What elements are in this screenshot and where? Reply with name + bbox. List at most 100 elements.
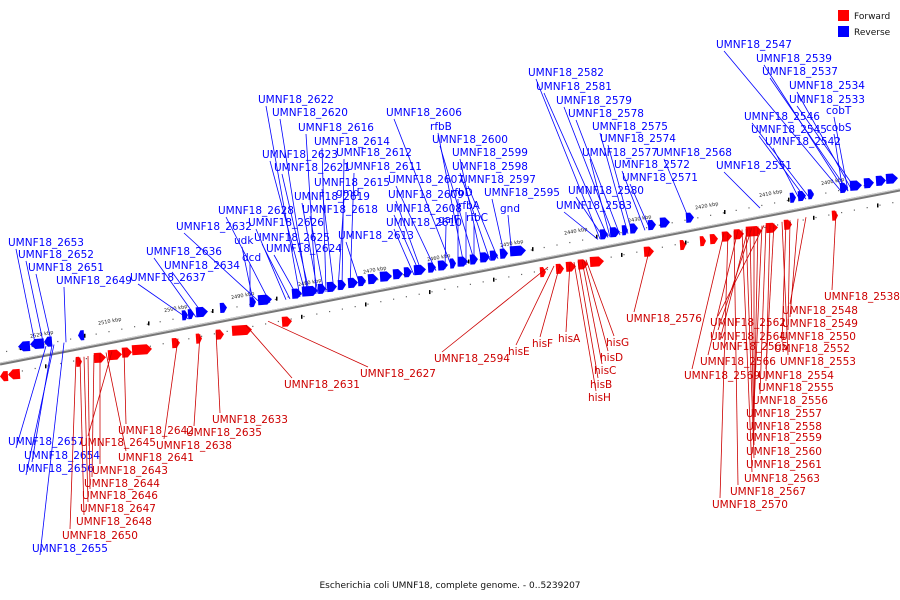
gene-leader-line bbox=[439, 145, 476, 264]
gene-label: UMNF18_2606 bbox=[386, 107, 462, 119]
reverse-gene: UMNF18_2542 bbox=[765, 136, 841, 201]
scale-dot bbox=[70, 338, 72, 340]
gene-leader-line bbox=[87, 355, 91, 490]
scale-dot bbox=[697, 217, 699, 219]
reverse-gene: UMNF18_2614 bbox=[314, 136, 390, 292]
gene-leader-line bbox=[163, 338, 179, 440]
scale-dot bbox=[661, 246, 663, 248]
gene-label: UMNF18_2650 bbox=[62, 530, 138, 542]
gene-label: UMNF18_2622 bbox=[258, 94, 334, 106]
scale-tick: 2420 kbp bbox=[695, 201, 719, 211]
gene-label: UMNF18_2553 bbox=[780, 356, 856, 368]
gene-label: UMNF18_2568 bbox=[656, 147, 732, 159]
gene-leader-line bbox=[745, 228, 755, 459]
scale-dot bbox=[444, 288, 446, 290]
scale-dot bbox=[543, 246, 545, 249]
forward-gene: UMNF18_2552 bbox=[774, 221, 850, 355]
scale-dot bbox=[188, 338, 190, 340]
forward-gene: UMNF18_2570 bbox=[712, 232, 788, 511]
forward-gene: UMNF18_2633 bbox=[212, 331, 288, 426]
scale-major-mark bbox=[813, 215, 815, 220]
scale-dot bbox=[646, 227, 648, 229]
reverse-gene: UMNF18_2653 bbox=[8, 237, 84, 349]
forward-gene-arrow bbox=[783, 219, 792, 230]
gene-leader-line bbox=[337, 198, 345, 290]
reverse-gene-arrow bbox=[392, 269, 403, 280]
scale-tick: 2460 kbp bbox=[427, 253, 451, 263]
gene-label: UMNF18_2609 bbox=[388, 189, 464, 201]
scale-dot bbox=[607, 234, 609, 236]
scale-major-mark bbox=[493, 277, 495, 282]
gene-leader-line bbox=[83, 356, 89, 503]
gene-label: UMNF18_2554 bbox=[758, 370, 834, 382]
scale-tick-label: 2470 kbp bbox=[363, 265, 387, 275]
scale-dot bbox=[34, 367, 36, 370]
gene-leader-line bbox=[69, 358, 77, 530]
gene-label: UMNF18_2628 bbox=[218, 205, 294, 217]
scale-dot bbox=[761, 204, 763, 207]
scale-dot bbox=[684, 219, 686, 221]
forward-gene: UMNF18_2549 bbox=[782, 218, 858, 330]
gene-label: UMNF18_2558 bbox=[746, 421, 822, 433]
gene-label: UMNF18_2537 bbox=[762, 66, 838, 78]
scale-dot bbox=[582, 239, 584, 241]
scale-tick: 2470 kbp bbox=[363, 265, 387, 275]
forward-gene: UMNF18_2550 bbox=[780, 220, 856, 343]
gene-leader-line bbox=[15, 345, 47, 449]
gene-label: UMNF18_2615 bbox=[314, 177, 390, 189]
gene-leader-line bbox=[123, 349, 127, 425]
gene-label: UMNF18_2643 bbox=[92, 465, 168, 477]
scale-dot bbox=[710, 214, 712, 216]
scale-dot bbox=[774, 202, 776, 204]
scale-dot bbox=[60, 362, 62, 365]
gene-label: udk bbox=[234, 235, 254, 247]
gene-label: UMNF18_2645 bbox=[80, 437, 156, 449]
gene-label: UMNF18_2581 bbox=[536, 81, 612, 93]
gene-label: UMNF18_2646 bbox=[82, 490, 158, 502]
gene-label: UMNF18_2547 bbox=[716, 39, 792, 51]
gene-label: UMNF18_2567 bbox=[730, 486, 806, 498]
scale-dot bbox=[405, 296, 407, 298]
scale-major-mark bbox=[301, 314, 303, 319]
gene-label: UMNF18_2641 bbox=[118, 452, 194, 464]
scale-dot bbox=[159, 321, 161, 323]
reverse-gene: UMNF18_2619 bbox=[294, 191, 370, 294]
reverse-gene: UMNF18_2623 bbox=[262, 149, 338, 296]
forward-gene: UMNF18_2538 bbox=[824, 211, 900, 303]
forward-gene: UMNF18_2635 bbox=[186, 334, 262, 439]
gene-leader-line bbox=[171, 271, 205, 316]
reverse-gene: UMNF18_2546 bbox=[744, 111, 820, 199]
forward-gene-arrow bbox=[679, 239, 686, 251]
gene-leader-line bbox=[105, 352, 127, 452]
scale-dot bbox=[556, 244, 558, 246]
gene-label: UMNF18_2636 bbox=[146, 246, 222, 258]
reverse-gene: dcd bbox=[242, 252, 261, 307]
gene-leader-line bbox=[281, 173, 311, 296]
reverse-gene-arrow bbox=[875, 175, 886, 186]
gene-label: UMNF18_2653 bbox=[8, 237, 84, 249]
forward-gene: UMNF18_2644 bbox=[84, 354, 160, 490]
reverse-gene: UMNF18_2610 bbox=[386, 217, 462, 276]
scale-dot bbox=[57, 340, 59, 343]
scale-dot bbox=[853, 209, 855, 211]
gene-label: hisD bbox=[600, 352, 623, 364]
gene-leader-line bbox=[393, 118, 453, 268]
gene-leader-line bbox=[789, 218, 799, 318]
gene-leader-line bbox=[39, 342, 65, 556]
gene-label: UMNF18_2549 bbox=[782, 318, 858, 330]
scale-dot bbox=[825, 192, 827, 194]
scale-dot bbox=[828, 214, 830, 216]
scale-dot bbox=[674, 244, 676, 246]
reverse-gene-arrow bbox=[509, 245, 526, 257]
forward-gene-arrow bbox=[0, 370, 9, 382]
reverse-gene: UMNF18_2582 bbox=[528, 67, 604, 240]
backbone-highlight bbox=[0, 188, 900, 364]
reverse-gene-arrow bbox=[347, 277, 358, 289]
gene-label: UMNF18_2539 bbox=[756, 53, 832, 65]
scale-dot bbox=[146, 323, 148, 325]
forward-gene: hisD bbox=[583, 259, 623, 364]
forward-gene: UMNF18_2642 bbox=[118, 349, 194, 437]
gene-leader-line bbox=[753, 226, 759, 421]
forward-gene: UMNF18_2641 bbox=[105, 352, 194, 464]
gene-leader-line bbox=[459, 158, 483, 262]
